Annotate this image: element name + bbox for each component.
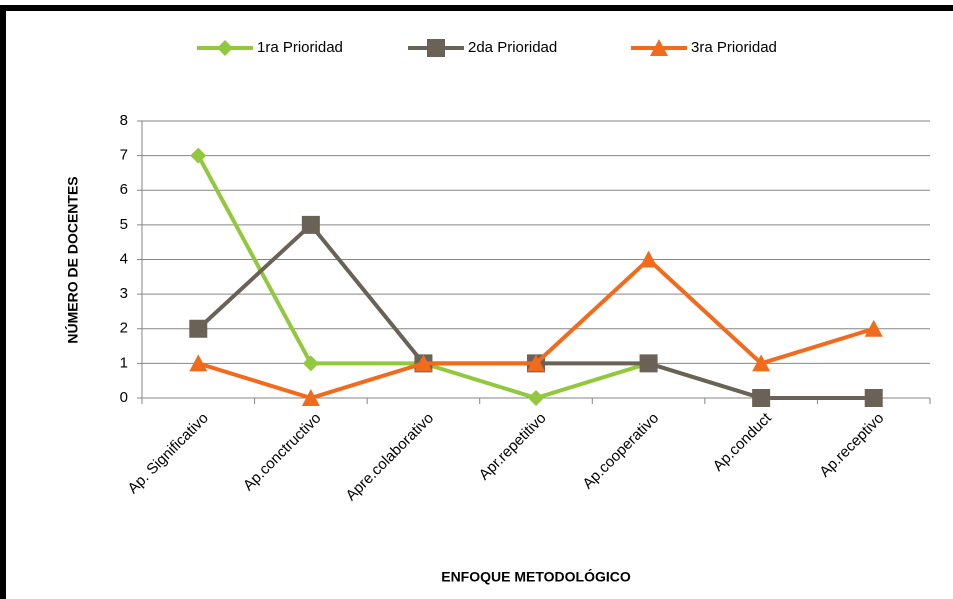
x-axis-title: ENFOQUE METODOLÓGICO [441, 568, 631, 585]
x-tick-label: Apr.repetitivo [476, 410, 550, 484]
marker [864, 319, 883, 337]
y-tick-label: 0 [120, 389, 128, 406]
marker [189, 354, 208, 372]
y-tick-label: 5 [120, 216, 128, 233]
marker [527, 354, 545, 372]
x-tick-label: Ap.receptivo [816, 410, 887, 481]
legend-label: 1ra Prioridad [257, 39, 343, 56]
marker [752, 354, 771, 372]
marker [217, 40, 233, 56]
y-tick-label: 7 [120, 147, 128, 164]
marker [190, 147, 207, 164]
y-tick-label: 1 [120, 354, 128, 371]
y-tick-label: 4 [120, 250, 128, 267]
x-tick-label: Ap.conctructivo [240, 410, 325, 495]
marker [414, 354, 433, 372]
marker [302, 355, 319, 372]
marker [639, 354, 658, 373]
legend-label: 3ra Prioridad [691, 39, 777, 56]
legend-label: 2da Prioridad [468, 39, 557, 56]
x-tick-label: Ap. Significativo [124, 410, 211, 497]
marker [650, 39, 668, 56]
marker [639, 250, 658, 268]
x-tick-label: Ap.cooperativo [579, 410, 662, 493]
marker [864, 389, 883, 407]
marker [301, 215, 320, 234]
y-tick-label: 8 [120, 112, 128, 129]
y-axis-title: NÚMERO DE DOCENTES [64, 176, 81, 343]
marker [528, 390, 544, 406]
frame [0, 5, 953, 599]
marker [189, 319, 208, 338]
y-tick-label: 3 [120, 285, 128, 302]
marker [301, 389, 320, 406]
x-tick-label: Apre.colaborativo [342, 410, 437, 505]
x-tick-label: Ap.conduct [710, 409, 776, 475]
y-tick-label: 6 [120, 181, 128, 198]
marker [427, 39, 445, 57]
marker [752, 389, 771, 407]
y-tick-label: 2 [120, 320, 128, 337]
